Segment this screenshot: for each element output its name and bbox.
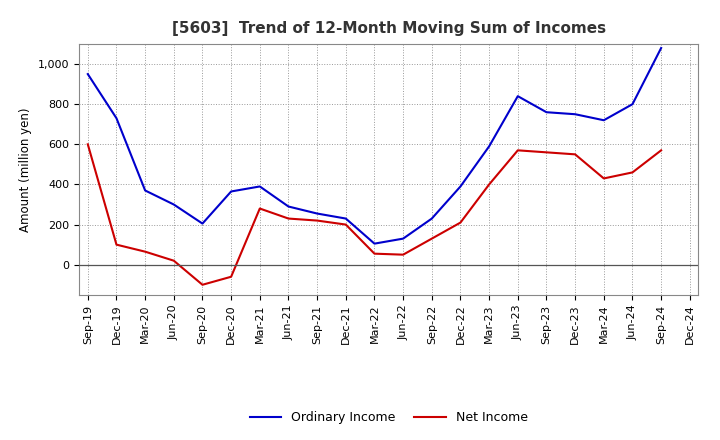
Title: [5603]  Trend of 12-Month Moving Sum of Incomes: [5603] Trend of 12-Month Moving Sum of I… <box>172 21 606 36</box>
Ordinary Income <box>284 204 293 209</box>
Ordinary Income <box>256 184 264 189</box>
Ordinary Income <box>312 211 321 216</box>
Net Income <box>571 152 580 157</box>
Net Income <box>169 258 178 263</box>
Line: Net Income: Net Income <box>88 144 661 285</box>
Net Income <box>485 182 493 187</box>
Net Income <box>628 170 636 175</box>
Net Income <box>227 274 235 279</box>
Ordinary Income <box>198 221 207 226</box>
Net Income <box>341 222 350 227</box>
Y-axis label: Amount (million yen): Amount (million yen) <box>19 107 32 231</box>
Net Income <box>370 251 379 257</box>
Net Income <box>112 242 121 247</box>
Ordinary Income <box>84 71 92 77</box>
Net Income <box>256 206 264 211</box>
Ordinary Income <box>513 94 522 99</box>
Net Income <box>284 216 293 221</box>
Ordinary Income <box>341 216 350 221</box>
Ordinary Income <box>227 189 235 194</box>
Legend: Ordinary Income, Net Income: Ordinary Income, Net Income <box>245 407 533 429</box>
Ordinary Income <box>485 144 493 149</box>
Net Income <box>198 282 207 287</box>
Ordinary Income <box>657 45 665 51</box>
Ordinary Income <box>399 236 408 241</box>
Ordinary Income <box>428 216 436 221</box>
Net Income <box>141 249 150 254</box>
Net Income <box>513 148 522 153</box>
Line: Ordinary Income: Ordinary Income <box>88 48 661 244</box>
Net Income <box>600 176 608 181</box>
Net Income <box>312 218 321 223</box>
Ordinary Income <box>456 184 465 189</box>
Ordinary Income <box>571 112 580 117</box>
Net Income <box>399 252 408 257</box>
Ordinary Income <box>169 202 178 207</box>
Ordinary Income <box>628 102 636 107</box>
Net Income <box>428 236 436 241</box>
Ordinary Income <box>600 117 608 123</box>
Ordinary Income <box>141 188 150 193</box>
Net Income <box>657 148 665 153</box>
Ordinary Income <box>370 241 379 246</box>
Ordinary Income <box>112 116 121 121</box>
Ordinary Income <box>542 110 551 115</box>
Net Income <box>542 150 551 155</box>
Net Income <box>456 220 465 225</box>
Net Income <box>84 142 92 147</box>
